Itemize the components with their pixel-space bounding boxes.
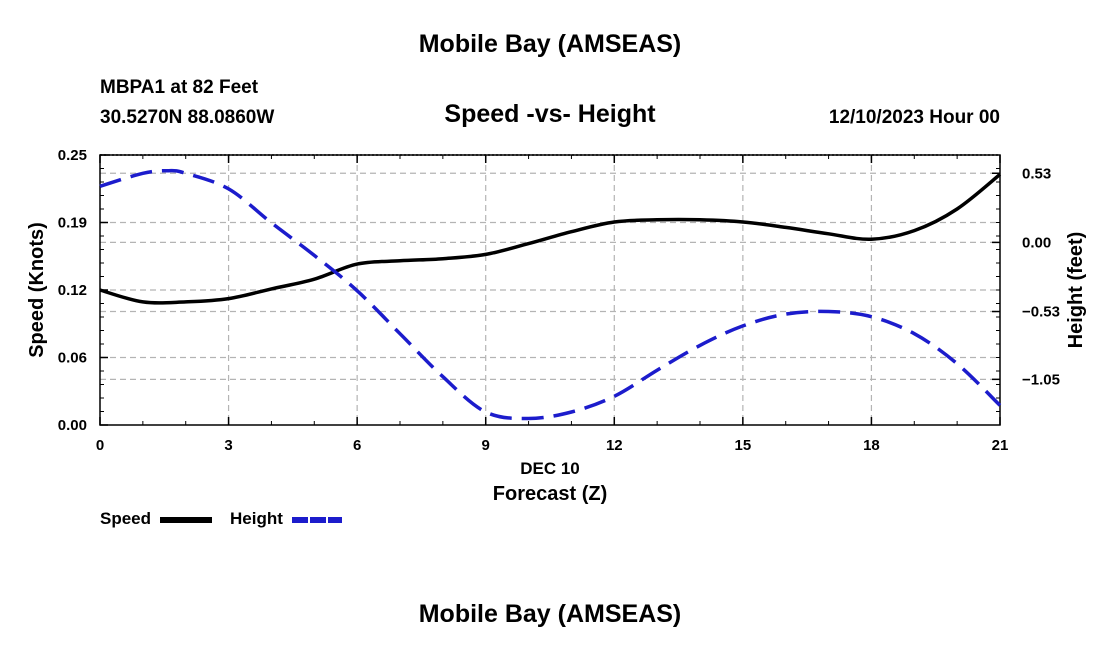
y-tick-label: 0.25 xyxy=(58,147,87,164)
y2-axis-label: Height (feet) xyxy=(1065,232,1087,349)
legend-height-label: Height xyxy=(230,509,283,528)
datetime-label: 12/10/2023 Hour 00 xyxy=(828,107,1000,128)
series-layer xyxy=(99,168,1002,421)
chart-title-bottom: Mobile Bay (AMSEAS) xyxy=(418,600,682,628)
series-line-speed xyxy=(99,173,1002,305)
x-tick-label: 12 xyxy=(606,437,623,454)
x-tick-label: 9 xyxy=(482,437,490,454)
chart-subtitle: Speed -vs- Height xyxy=(444,100,656,128)
y-tick-label: 0.06 xyxy=(58,350,87,367)
y-axis-label: Speed (Knots) xyxy=(26,222,48,358)
y2-tick-label: 0.00 xyxy=(1022,234,1051,251)
grid-layer xyxy=(100,155,1000,425)
y2-tick-label: −1.05 xyxy=(1022,371,1060,388)
x-tick-label: 3 xyxy=(224,437,232,454)
y-tick-label: 0.12 xyxy=(58,282,87,299)
x-tick-label: 6 xyxy=(353,437,361,454)
x-tick-label: 18 xyxy=(863,437,880,454)
x-date-label: DEC 10 xyxy=(520,459,580,478)
y2-tick-label: 0.53 xyxy=(1022,165,1051,182)
y2-tick-label: −0.53 xyxy=(1022,304,1060,321)
y-tick-label: 0.00 xyxy=(58,417,87,434)
station-label: MBPA1 at 82 Feet xyxy=(100,77,259,98)
chart-title-top: Mobile Bay (AMSEAS) xyxy=(418,30,682,58)
x-tick-label: 21 xyxy=(992,437,1009,454)
x-tick-label: 15 xyxy=(735,437,752,454)
y-tick-label: 0.19 xyxy=(58,215,87,232)
coordinates-label: 30.5270N 88.0860W xyxy=(100,107,275,128)
x-tick-label: 0 xyxy=(96,437,104,454)
series-line-height xyxy=(99,168,1002,421)
x-axis-label: Forecast (Z) xyxy=(493,483,607,505)
legend-speed-label: Speed xyxy=(100,509,152,528)
